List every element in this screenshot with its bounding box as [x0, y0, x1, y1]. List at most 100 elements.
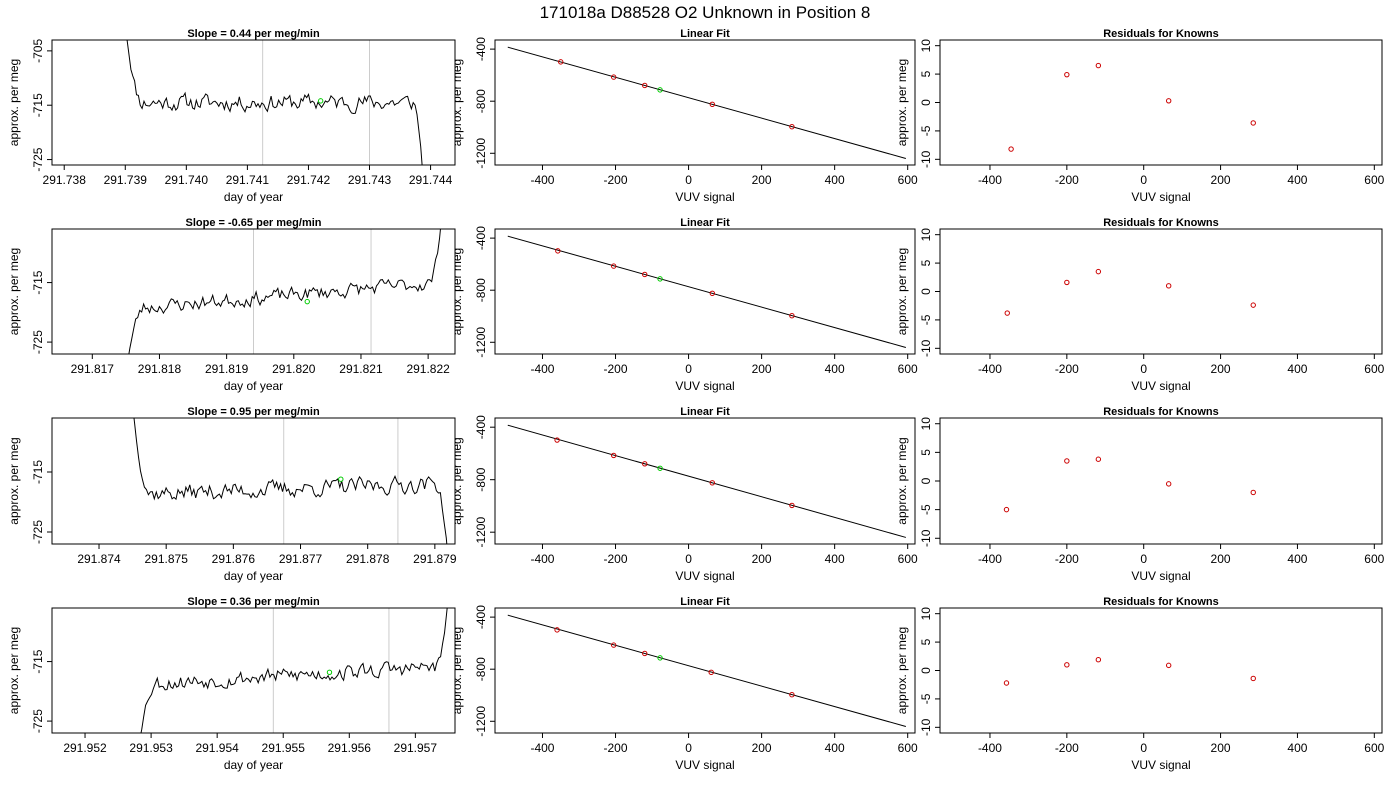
x-tick-label: 200 [752, 173, 772, 187]
data-point [642, 82, 648, 89]
x-tick-label: 200 [1211, 741, 1231, 755]
y-tick-label: -10 [919, 339, 933, 357]
x-tick-label: -200 [604, 552, 628, 566]
data-point [1064, 279, 1070, 286]
x-tick-label: 291.739 [104, 173, 148, 187]
x-tick-label: 0 [685, 173, 692, 187]
plot-frame [51, 228, 456, 355]
y-axis-label: approx. per meg [7, 627, 21, 714]
x-tick-label: 600 [1364, 741, 1384, 755]
y-tick-label: 0 [919, 99, 933, 106]
x-tick-label: 291.956 [328, 741, 372, 755]
x-tick-label: 291.819 [205, 362, 249, 376]
data-point [1064, 71, 1070, 78]
fit-line [507, 424, 907, 538]
plot-frame [494, 228, 916, 355]
x-tick-label: 291.874 [77, 552, 121, 566]
data-point [1064, 458, 1070, 464]
x-tick-label: 0 [1140, 362, 1147, 376]
panel-r2-c3: -400 -200 0 200 400 600 10 5 0 -5 -10 Residuals for… [895, 217, 1385, 393]
y-axis-label: approx. per meg [895, 437, 909, 524]
data-point [1003, 680, 1010, 686]
y-tick-label: 0 [919, 477, 933, 484]
x-tick-label: 291.876 [212, 552, 256, 566]
x-tick-label: 291.818 [138, 362, 182, 376]
y-tick-label: -800 [474, 278, 488, 302]
fit-line [507, 46, 907, 159]
x-tick-label: 291.954 [195, 741, 239, 755]
data-point [642, 650, 648, 657]
panel-r4-c1: 291.952 291.953 291.954 291.955 291.956 291.9… [7, 596, 456, 772]
x-axis-label: VUV signal [675, 379, 734, 393]
panel-title: Linear Fit [680, 28, 730, 40]
x-tick-label: 400 [825, 552, 845, 566]
data-point [1165, 98, 1172, 104]
x-tick-label: 200 [1211, 173, 1231, 187]
x-tick-label: 291.822 [406, 362, 450, 376]
panel-r2-c2: -400 -200 0 200 400 600 -400 -800 -1200 Linear Fi… [450, 217, 918, 393]
panel-title: Linear Fit [680, 596, 730, 608]
panel-r2-c1: 291.817 291.818 291.819 291.820 291.821 291.8… [7, 217, 456, 393]
y-tick-label: -1200 [474, 706, 488, 737]
unknown-marker [317, 98, 324, 104]
x-tick-label: 291.738 [43, 173, 87, 187]
x-axis-label: VUV signal [1131, 569, 1190, 583]
x-tick-label: 0 [685, 741, 692, 755]
x-tick-label: -400 [978, 552, 1002, 566]
data-point [1250, 675, 1256, 682]
x-tick-label: 400 [825, 362, 845, 376]
y-tick-label: 5 [919, 70, 933, 77]
y-tick-label: -400 [474, 226, 488, 250]
data-point [1165, 481, 1172, 487]
x-tick-label: -400 [530, 741, 554, 755]
data-point [789, 313, 795, 319]
data-point [1250, 489, 1256, 496]
series-line [140, 608, 448, 733]
y-tick-label: -800 [474, 89, 488, 113]
data-point [555, 248, 561, 254]
data-point [610, 263, 617, 269]
plot-frame [51, 39, 456, 166]
x-tick-label: -200 [604, 173, 628, 187]
data-point [789, 124, 795, 130]
panel-title: Residuals for Knowns [1103, 28, 1219, 40]
data-point [1008, 146, 1014, 152]
data-point [610, 74, 617, 80]
plot-area [1003, 456, 1256, 513]
plot-area [1004, 268, 1256, 316]
unknown-marker [338, 476, 344, 482]
plot-area [1008, 62, 1256, 152]
x-tick-label: 291.741 [226, 173, 270, 187]
y-tick-label: 10 [919, 607, 933, 621]
data-point [1095, 657, 1102, 663]
series-line [128, 229, 441, 354]
y-tick-label: -10 [919, 150, 933, 168]
x-axis-label: day of year [224, 569, 283, 583]
x-tick-label: 400 [1287, 362, 1307, 376]
x-tick-label: 291.879 [413, 552, 457, 566]
plot-frame [494, 607, 916, 734]
x-tick-label: -400 [978, 362, 1002, 376]
panel-r1-c1: 291.738 291.739 291.740 291.741 291.742 291.7… [7, 28, 456, 204]
unknown-point [657, 465, 663, 471]
unknown-point [657, 87, 663, 93]
y-tick-label: 5 [919, 449, 933, 456]
x-tick-label: 400 [825, 173, 845, 187]
x-tick-label: 291.821 [339, 362, 383, 376]
y-tick-label: 10 [919, 228, 933, 242]
x-tick-label: 200 [752, 741, 772, 755]
y-axis-label: approx. per meg [450, 59, 464, 146]
x-tick-label: -200 [1055, 173, 1079, 187]
panel-title: Residuals for Knowns [1103, 217, 1219, 229]
x-tick-label: -400 [978, 741, 1002, 755]
x-tick-label: 291.744 [409, 173, 453, 187]
y-tick-label: -800 [474, 657, 488, 681]
y-tick-label: -1200 [474, 517, 488, 548]
data-point [1165, 662, 1172, 669]
y-axis-label: approx. per meg [895, 248, 909, 335]
unknown-marker [304, 298, 310, 305]
x-tick-label: 291.743 [348, 173, 392, 187]
panel-r4-c3: -400 -200 0 200 400 600 10 5 0 -5 -10 Residuals for… [895, 596, 1385, 772]
y-tick-label: -10 [919, 529, 933, 547]
